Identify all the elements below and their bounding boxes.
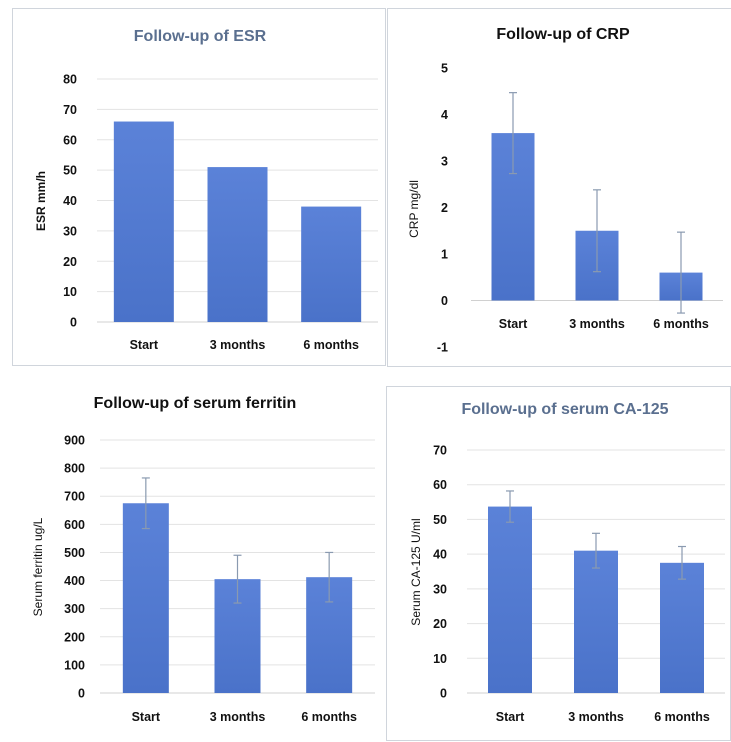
y-tick-label: 1 (441, 248, 448, 262)
x-category-label: Start (499, 317, 528, 331)
chart-esr: Follow-up of ESR ESR mm/h 0 10 20 30 40 50 60 70 8… (34, 28, 378, 352)
bar-ferritin-0 (122, 503, 169, 693)
y-tick-label: 30 (63, 224, 77, 238)
y-tick-label: 50 (63, 164, 77, 178)
x-category-label: 3 months (210, 338, 266, 352)
y-tick-label: 70 (63, 103, 77, 117)
y-tick-label: 900 (64, 434, 85, 448)
y-tick-label: 50 (433, 513, 447, 527)
y-tick-label: 40 (433, 548, 447, 562)
x-category-label: 6 months (301, 710, 357, 724)
x-category-label: 3 months (569, 317, 625, 331)
y-tick-label: 400 (64, 574, 85, 588)
error-bar-ca125-0 (506, 490, 514, 523)
y-tick-label: 600 (64, 518, 85, 532)
bar-ca125-0 (488, 506, 532, 693)
x-category-label: Start (132, 710, 161, 724)
bar-ca125-2 (660, 562, 704, 693)
x-category-label: 3 months (568, 710, 624, 724)
x-category-label: 6 months (303, 338, 359, 352)
chart-title: Follow-up of serum ferritin (94, 395, 297, 412)
y-tick-label: 0 (70, 316, 77, 330)
chart-panel-esr: Follow-up of ESR ESR mm/h 0 10 20 30 40 50 60 70 8… (12, 8, 386, 366)
chart-title: Follow-up of CRP (496, 26, 630, 43)
bar-esr-1 (207, 167, 268, 322)
error-bar-crp-0 (509, 92, 517, 175)
error-bar-ca125-2 (678, 545, 686, 580)
y-tick-label: 3 (441, 155, 448, 169)
x-category-label: Start (496, 710, 525, 724)
y-tick-label: 2 (441, 201, 448, 215)
y-tick-label: 4 (441, 108, 448, 122)
chart-ca125: Follow-up of serum CA-125 Serum CA-125 U/… (409, 401, 725, 724)
error-bar-ferritin-1 (233, 554, 242, 604)
y-tick-label: 10 (63, 285, 77, 299)
y-tick-label: 500 (64, 546, 85, 560)
chart-title: Follow-up of ESR (134, 28, 267, 45)
y-tick-label: 80 (63, 73, 77, 87)
chart-ferritin: Follow-up of serum ferritin Serum ferriti… (31, 395, 375, 724)
bar-ca125-1 (574, 550, 618, 693)
y-tick-label: 100 (64, 658, 85, 672)
x-category-label: 3 months (210, 710, 266, 724)
x-category-label: 6 months (654, 710, 710, 724)
y-axis-label: Serum CA-125 U/ml (409, 518, 423, 625)
y-tick-label: 10 (433, 652, 447, 666)
y-tick-label: -1 (437, 341, 448, 355)
error-bar-ferritin-0 (141, 477, 150, 530)
y-tick-label: 60 (433, 478, 447, 492)
x-category-label: 6 months (653, 317, 709, 331)
y-tick-label: 0 (78, 687, 85, 701)
y-tick-label: 60 (63, 133, 77, 147)
y-tick-label: 5 (441, 62, 448, 76)
error-bar-crp-2 (677, 231, 685, 314)
y-tick-label: 0 (440, 687, 447, 701)
chart-title: Follow-up of serum CA-125 (461, 401, 668, 418)
y-tick-label: 20 (63, 255, 77, 269)
y-tick-label: 20 (433, 617, 447, 631)
y-tick-label: 70 (433, 444, 447, 458)
chart-panel-crp: Follow-up of CRP CRP mg/dl -1 0 1 2 3 4 5 Start 3 … (387, 8, 731, 367)
error-bar-ferritin-2 (325, 551, 334, 603)
y-tick-label: 40 (63, 194, 77, 208)
bar-esr-2 (301, 206, 362, 322)
y-tick-label: 800 (64, 462, 85, 476)
y-axis-label: ESR mm/h (34, 171, 48, 231)
y-axis-label: CRP mg/dl (407, 180, 421, 238)
y-tick-label: 0 (441, 294, 448, 308)
y-tick-label: 200 (64, 630, 85, 644)
y-axis-label: Serum ferritin ug/L (31, 517, 45, 616)
error-bar-crp-1 (593, 189, 601, 273)
error-bar-ca125-1 (592, 532, 600, 569)
x-category-label: Start (130, 338, 159, 352)
chart-panel-ca125: Follow-up of serum CA-125 Serum CA-125 U/… (386, 386, 731, 741)
y-tick-label: 700 (64, 490, 85, 504)
y-tick-label: 30 (433, 582, 447, 596)
chart-crp: Follow-up of CRP CRP mg/dl -1 0 1 2 3 4 5 Start 3 … (407, 26, 723, 355)
chart-panel-ferritin: Follow-up of serum ferritin Serum ferriti… (4, 376, 384, 738)
bar-esr-0 (113, 121, 174, 323)
y-tick-label: 300 (64, 602, 85, 616)
